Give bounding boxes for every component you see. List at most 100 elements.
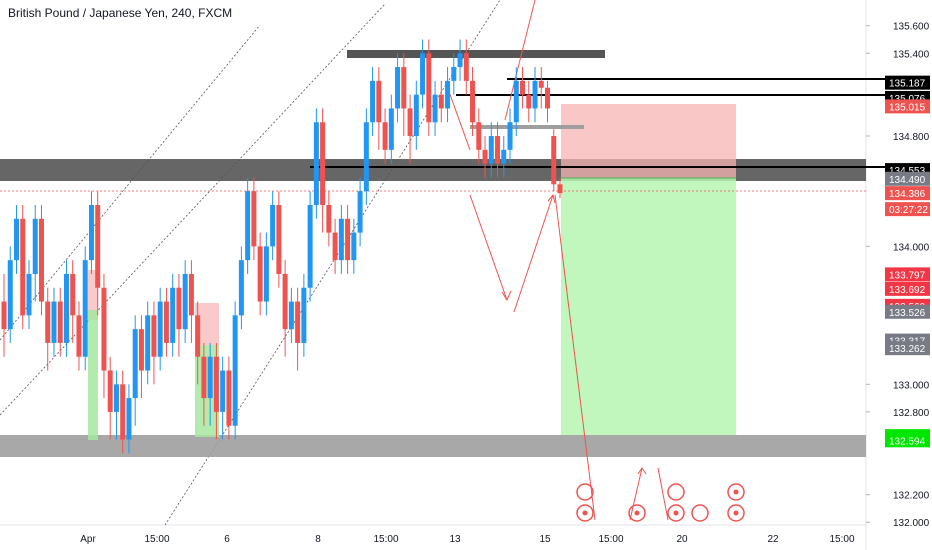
candle[interactable] xyxy=(276,191,282,288)
candle[interactable] xyxy=(388,94,394,164)
candle[interactable] xyxy=(295,287,301,371)
candle[interactable] xyxy=(76,301,82,371)
candle[interactable] xyxy=(32,205,38,302)
candle[interactable] xyxy=(88,191,94,274)
candle[interactable] xyxy=(432,80,438,137)
candle[interactable] xyxy=(407,94,413,164)
candle[interactable] xyxy=(157,287,163,371)
candle[interactable] xyxy=(451,53,457,95)
flag-event-icon[interactable] xyxy=(667,483,685,501)
candle[interactable] xyxy=(326,191,332,247)
candle[interactable] xyxy=(457,39,463,81)
candle[interactable] xyxy=(138,315,144,399)
candle[interactable] xyxy=(313,108,319,219)
projection-arrow-3[interactable] xyxy=(554,194,596,521)
candle[interactable] xyxy=(270,191,276,261)
candle[interactable] xyxy=(201,342,207,426)
short-position-target-zone[interactable] xyxy=(561,178,736,435)
candle[interactable] xyxy=(232,301,238,440)
candle[interactable] xyxy=(82,246,88,371)
candle[interactable] xyxy=(357,177,363,247)
candle[interactable] xyxy=(557,177,563,199)
candle[interactable] xyxy=(120,370,126,454)
projection-arrow-6[interactable] xyxy=(629,467,643,521)
candle[interactable] xyxy=(463,39,469,95)
candle[interactable] xyxy=(251,177,257,261)
event-icon[interactable] xyxy=(667,504,685,522)
candle[interactable] xyxy=(338,205,344,274)
candle[interactable] xyxy=(520,67,526,109)
support-zone-mid[interactable] xyxy=(0,159,866,181)
candle[interactable] xyxy=(307,191,313,302)
candle[interactable] xyxy=(363,108,369,205)
candle[interactable] xyxy=(320,108,326,233)
candle[interactable] xyxy=(501,136,507,178)
candle[interactable] xyxy=(526,80,532,123)
channel-line-lower[interactable] xyxy=(0,3,386,416)
flag-event-icon[interactable] xyxy=(576,504,594,522)
candle[interactable] xyxy=(70,260,76,343)
flag-event-icon[interactable] xyxy=(576,483,594,501)
candle[interactable] xyxy=(245,177,251,274)
flag-event-icon[interactable] xyxy=(691,504,709,522)
projection-arrow-1[interactable] xyxy=(469,194,508,301)
candle[interactable] xyxy=(413,80,419,150)
candle[interactable] xyxy=(532,67,538,123)
event-icons[interactable] xyxy=(576,483,745,522)
candle[interactable] xyxy=(332,218,338,274)
projection-line-5[interactable] xyxy=(504,0,536,121)
candle[interactable] xyxy=(63,260,69,357)
candle[interactable] xyxy=(126,384,132,454)
candle[interactable] xyxy=(163,287,169,357)
candle[interactable] xyxy=(113,370,119,440)
candle[interactable] xyxy=(188,260,194,343)
candle[interactable] xyxy=(101,273,107,399)
candle[interactable] xyxy=(26,260,32,330)
candle[interactable] xyxy=(495,122,501,178)
candle[interactable] xyxy=(301,273,307,357)
event-icon[interactable] xyxy=(727,483,745,501)
highlight-box-green-1[interactable] xyxy=(88,310,98,440)
candle[interactable] xyxy=(370,67,376,137)
candle[interactable] xyxy=(238,246,244,330)
candle[interactable] xyxy=(182,260,188,343)
candle[interactable] xyxy=(213,342,219,440)
candle[interactable] xyxy=(1,273,7,357)
candle[interactable] xyxy=(257,232,263,316)
candle[interactable] xyxy=(51,287,57,357)
candle[interactable] xyxy=(282,260,288,357)
event-icon[interactable] xyxy=(727,504,745,522)
candle[interactable] xyxy=(551,129,557,192)
highlight-box-red-1[interactable] xyxy=(88,270,98,320)
candle[interactable] xyxy=(57,287,63,357)
candle[interactable] xyxy=(13,205,19,274)
candle[interactable] xyxy=(426,39,432,137)
candle[interactable] xyxy=(170,273,176,357)
candle[interactable] xyxy=(470,67,476,137)
candle[interactable] xyxy=(95,191,101,316)
candle[interactable] xyxy=(107,356,113,440)
candle[interactable] xyxy=(545,80,551,123)
short-position-stop-zone[interactable] xyxy=(561,104,736,178)
resistance-zone-top[interactable] xyxy=(347,50,605,58)
event-icon[interactable] xyxy=(628,504,646,522)
price-scale[interactable]: 135.600 135.400 134.800 134.000 133.000 132.8… xyxy=(866,22,930,530)
candle[interactable] xyxy=(538,67,544,109)
candle[interactable] xyxy=(345,205,351,274)
candle[interactable] xyxy=(513,67,519,137)
candle[interactable] xyxy=(401,53,407,137)
projection-line-7[interactable] xyxy=(657,467,669,521)
candle[interactable] xyxy=(7,246,13,343)
projection-line-4[interactable] xyxy=(446,85,471,151)
candle[interactable] xyxy=(376,67,382,150)
candle[interactable] xyxy=(195,301,201,385)
candle[interactable] xyxy=(395,53,401,123)
time-scale[interactable]: Apr 15:00 6 8 15:00 13 15 15:00 20 22 15:00 xyxy=(80,534,855,545)
candle[interactable] xyxy=(445,67,451,123)
candle[interactable] xyxy=(288,287,294,343)
candle[interactable] xyxy=(226,356,232,440)
projection-arrow-2[interactable] xyxy=(513,194,554,313)
candle[interactable] xyxy=(20,205,26,330)
